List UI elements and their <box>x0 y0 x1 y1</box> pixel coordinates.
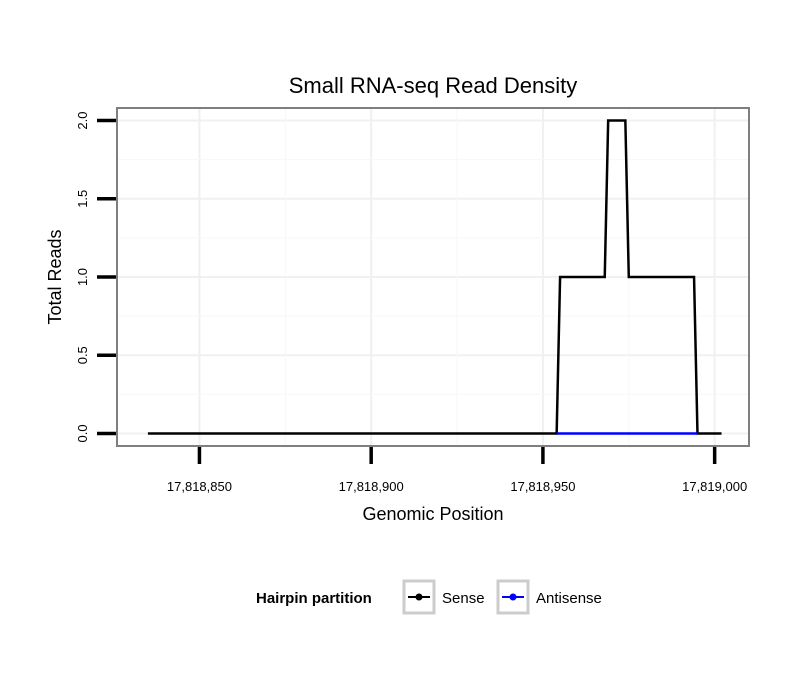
x-tick-label: 17,819,000 <box>682 479 747 494</box>
legend-key-point <box>509 593 517 601</box>
legend-label-sense: Sense <box>442 590 485 607</box>
legend-label-antisense: Antisense <box>536 590 602 607</box>
y-tick-label: 0.5 <box>75 346 90 364</box>
legend-key-point <box>415 593 423 601</box>
y-axis: 0.0 0.5 1.0 1.5 2.0 <box>75 111 116 443</box>
series-lines <box>147 119 722 435</box>
legend-entry-antisense: Antisense <box>496 579 602 615</box>
x-axis-label: Genomic Position <box>362 504 503 524</box>
x-tick-label: 17,818,900 <box>339 479 404 494</box>
x-tick-label: 17,818,950 <box>510 479 575 494</box>
x-tick-label: 17,818,850 <box>167 479 232 494</box>
y-tick-label: 1.5 <box>75 190 90 208</box>
grid-lines <box>117 108 749 446</box>
legend-entry-sense: Sense <box>402 579 485 615</box>
chart-title: Small RNA-seq Read Density <box>289 73 578 98</box>
legend-title: Hairpin partition <box>256 590 372 607</box>
legend: Hairpin partition Sense Antisense <box>256 579 602 615</box>
x-axis: 17,818,850 17,818,900 17,818,950 17,819,000 <box>167 447 747 494</box>
y-tick-label: 2.0 <box>75 111 90 129</box>
y-tick-label: 1.0 <box>75 268 90 286</box>
y-axis-label: Total Reads <box>45 229 65 324</box>
y-tick-label: 0.0 <box>75 424 90 442</box>
plot-panel-border <box>116 107 750 447</box>
series-line-sense <box>147 119 722 435</box>
